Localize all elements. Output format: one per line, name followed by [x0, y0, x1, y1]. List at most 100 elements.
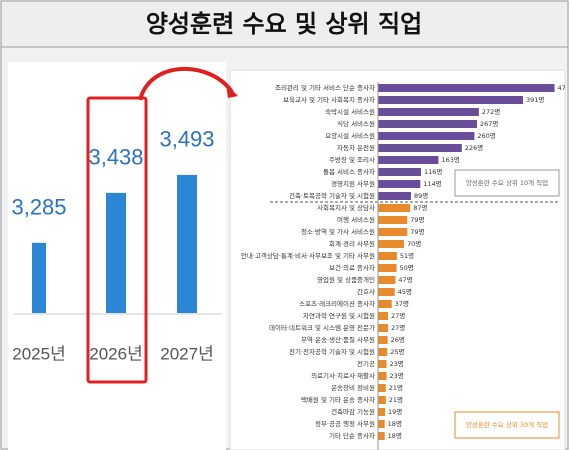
highlight-box	[86, 96, 148, 384]
category-label: 영업원 및 상품중개인	[317, 275, 375, 284]
bar	[378, 396, 386, 404]
category-label: 자동차 운전원	[337, 143, 375, 152]
bar	[378, 216, 408, 224]
bar	[378, 168, 422, 176]
value-label: 37명	[395, 299, 409, 308]
bar	[378, 240, 404, 248]
value-label: 21명	[389, 383, 403, 392]
value-label: 26명	[391, 335, 405, 344]
value-label: 163명	[441, 155, 459, 164]
bar	[177, 174, 197, 313]
category-label: 의료기사·치료사·재활사	[311, 371, 375, 380]
value-label: 19명	[388, 407, 402, 416]
category-label: 경영지원 사무원	[331, 179, 375, 188]
value-label: 89명	[414, 191, 428, 200]
value-label: 391명	[526, 95, 544, 104]
value-label: 3,438	[88, 145, 143, 170]
arrow-head	[226, 84, 238, 98]
bar	[378, 384, 386, 392]
value-label: 18명	[388, 431, 402, 440]
category-label: 돌봄 서비스 종사자	[323, 167, 375, 176]
bar	[378, 120, 478, 128]
legend-box	[454, 169, 560, 197]
value-label: 27명	[391, 311, 405, 320]
category-label: 회계·경리 사무원	[329, 239, 375, 248]
bar	[378, 324, 389, 332]
value-label: 87명	[413, 203, 427, 212]
bar	[378, 108, 479, 116]
category-label: 청소·방역 및 가사 서비스원	[301, 227, 375, 236]
category-label: 무역·운송·생산·품질 사무원	[301, 335, 375, 344]
category-label: 여행 서비스원	[337, 215, 375, 224]
bar	[378, 228, 408, 236]
category-label: 기타 단순 종사자	[329, 431, 375, 440]
bar	[378, 144, 462, 152]
bar	[378, 372, 387, 380]
title-band	[0, 0, 569, 48]
category-label: 주방장 및 조리사	[329, 155, 375, 164]
legend-label: 양성훈련 수요 상위 10개 직업	[466, 178, 548, 187]
value-label: 23명	[390, 359, 404, 368]
value-label: 70명	[407, 239, 421, 248]
value-label: 79명	[410, 227, 424, 236]
category-label: 전기공	[357, 359, 375, 368]
bar	[378, 288, 395, 296]
category-label: 운송장비 정비원	[331, 383, 375, 392]
value-label: 260명	[477, 131, 495, 140]
x-tick-label: 2026년	[89, 344, 142, 363]
value-label: 50명	[400, 263, 414, 272]
category-label: 간호사	[357, 287, 375, 296]
bar	[378, 276, 396, 284]
category-label: 택배원 및 기타 운송 종사자	[301, 395, 375, 404]
value-label: 226명	[465, 143, 483, 152]
bar	[378, 348, 388, 356]
bar	[32, 242, 46, 313]
value-label: 51명	[400, 251, 414, 260]
value-label: 3,285	[11, 195, 66, 220]
value-label: 116명	[424, 167, 442, 176]
bar	[378, 264, 397, 272]
bar	[378, 204, 411, 212]
bar	[378, 360, 387, 368]
category-label: 데이터·네트워크 및 시스템 운영 전문가	[269, 323, 375, 332]
bar	[106, 192, 126, 313]
value-label: 114명	[423, 179, 441, 188]
bar	[378, 408, 386, 416]
value-label: 23명	[390, 371, 404, 380]
bar	[378, 420, 385, 428]
category-label: 조리관리 및 기타 서비스 단순 종사자	[275, 83, 375, 92]
value-label: 79명	[410, 215, 424, 224]
value-label: 476명	[558, 83, 569, 92]
bar	[378, 84, 555, 92]
bar	[378, 132, 475, 140]
value-label: 45명	[398, 287, 412, 296]
bar	[378, 252, 397, 260]
category-label: 안내·고객상담·통계·비서·사무보조 및 기타 사무원	[241, 251, 375, 260]
value-label: 21명	[389, 395, 403, 404]
bar	[378, 156, 439, 164]
value-label: 47명	[398, 275, 412, 284]
arrow	[138, 67, 234, 101]
value-label: 27명	[391, 323, 405, 332]
value-label: 18명	[388, 419, 402, 428]
value-label: 3,493	[159, 127, 214, 152]
value-label: 272명	[482, 107, 500, 116]
bar	[378, 432, 385, 440]
category-label: 보건·의료 종사자	[329, 263, 375, 272]
value-label: 25명	[390, 347, 404, 356]
bar	[378, 336, 388, 344]
bar	[378, 96, 523, 104]
category-label: 건축·토목공학 기술자 및 시험원	[289, 191, 375, 200]
x-tick-label: 2025년	[12, 344, 65, 363]
bar	[378, 312, 389, 320]
category-label: 식당 서비스원	[337, 119, 375, 128]
category-label: 자연과학 연구원 및 시험원	[303, 311, 375, 320]
x-tick-label: 2027년	[160, 344, 213, 363]
category-label: 요양시설 서비스원	[325, 131, 375, 140]
bar	[378, 180, 421, 188]
title: 양성훈련 수요 및 상위 직업	[146, 10, 422, 38]
legend-box	[454, 411, 560, 439]
category-label: 사회복지사 및 상담사	[317, 203, 375, 212]
category-label: 전기·전자공학 기술자 및 시험원	[289, 347, 375, 356]
